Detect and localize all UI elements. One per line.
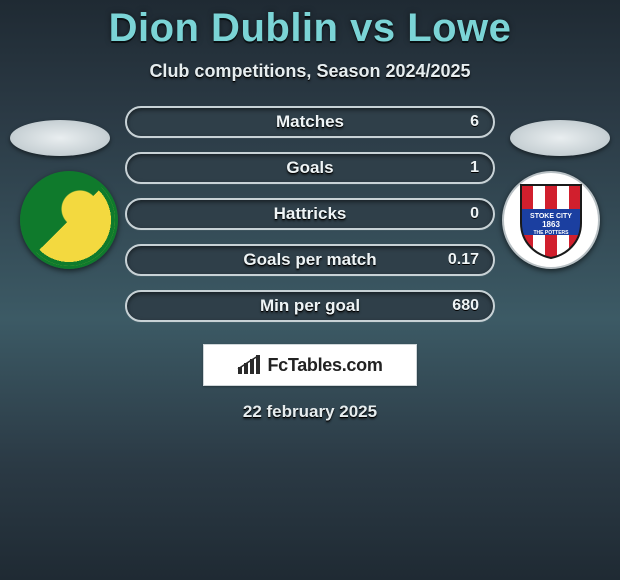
- brand-badge: FcTables.com: [203, 344, 417, 386]
- stat-label: Min per goal: [127, 296, 493, 316]
- date-text: 22 february 2025: [0, 402, 620, 422]
- stat-right-value: 680: [452, 297, 479, 315]
- stat-row: Min per goal680: [125, 290, 495, 322]
- stat-right-value: 0.17: [448, 251, 479, 269]
- stat-row: Matches6: [125, 106, 495, 138]
- comparison-card: Dion Dublin vs Lowe Club competitions, S…: [0, 0, 620, 580]
- stat-row: Hattricks0: [125, 198, 495, 230]
- crest-text-bot: THE POTTERS: [533, 230, 569, 236]
- player-avatar-right: [510, 120, 610, 156]
- bar-chart-icon: [237, 355, 261, 375]
- stat-right-value: 6: [470, 113, 479, 131]
- stat-row: Goals1: [125, 152, 495, 184]
- team-crest-right: STOKE CITY 1863 THE POTTERS: [502, 171, 600, 269]
- stat-label: Goals per match: [127, 250, 493, 270]
- stat-label: Goals: [127, 158, 493, 178]
- stat-label: Matches: [127, 112, 493, 132]
- crest-text-top: STOKE CITY: [530, 213, 572, 220]
- shield-icon: STOKE CITY 1863 THE POTTERS: [516, 181, 586, 259]
- player-avatar-left: [10, 120, 110, 156]
- stat-right-value: 1: [470, 159, 479, 177]
- stat-row: Goals per match0.17: [125, 244, 495, 276]
- page-title: Dion Dublin vs Lowe: [0, 0, 620, 51]
- subtitle: Club competitions, Season 2024/2025: [0, 61, 620, 82]
- brand-text: FcTables.com: [267, 355, 382, 376]
- crest-text-year: 1863: [542, 220, 560, 229]
- team-crest-left: [20, 171, 118, 269]
- stat-right-value: 0: [470, 205, 479, 223]
- stat-label: Hattricks: [127, 204, 493, 224]
